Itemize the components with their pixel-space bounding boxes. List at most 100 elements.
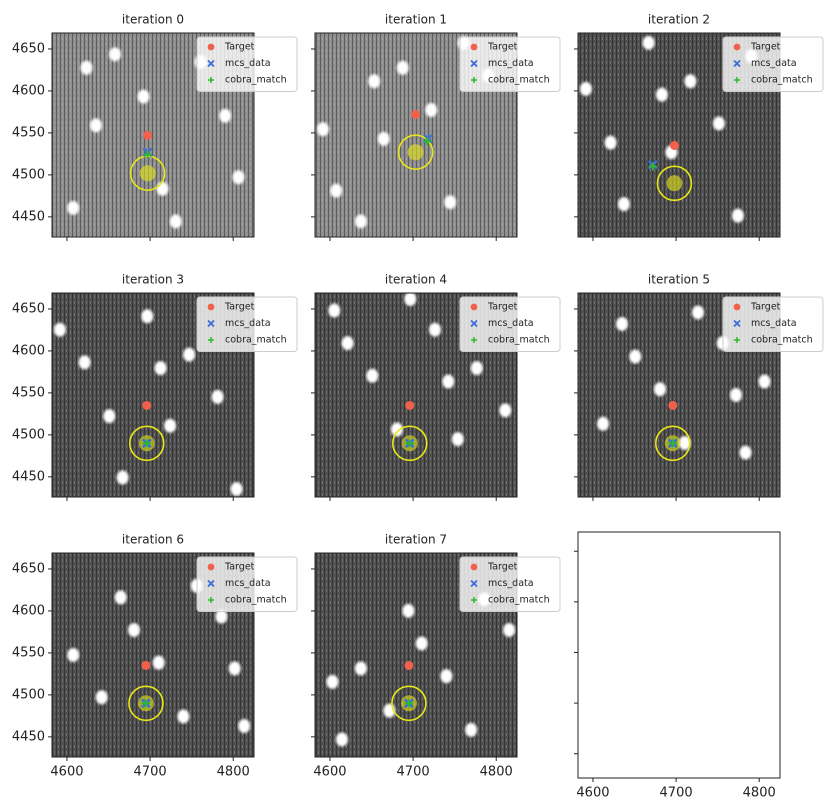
legend: Target mcs_data cobra_match bbox=[459, 36, 561, 92]
image-spot bbox=[183, 347, 196, 362]
target-point bbox=[405, 400, 415, 410]
image-spot bbox=[396, 60, 409, 75]
image-spot bbox=[78, 355, 91, 370]
image-spot bbox=[604, 135, 617, 150]
legend-symbol bbox=[470, 579, 478, 588]
subplot: iteration 5 Target mcs_data cobra_match bbox=[574, 273, 824, 501]
cobra-point bbox=[405, 439, 414, 448]
legend-symbol bbox=[207, 319, 215, 328]
image-spot bbox=[95, 690, 108, 705]
legend-label: mcs_data bbox=[225, 318, 271, 329]
subplot: iteration 2 Target mcs_data cobra_match bbox=[574, 13, 824, 241]
image-spot bbox=[391, 422, 403, 437]
legend-symbol bbox=[207, 43, 215, 51]
legend-label: Target bbox=[750, 302, 781, 313]
x-tick-label: 4800 bbox=[480, 765, 513, 780]
legend-label: mcs_data bbox=[751, 58, 797, 69]
image-spot bbox=[228, 661, 241, 676]
legend-symbol bbox=[471, 337, 477, 343]
image-spot bbox=[629, 349, 642, 364]
ring-center bbox=[666, 175, 683, 192]
subplot-title: iteration 3 bbox=[122, 273, 184, 287]
target-point bbox=[143, 130, 153, 140]
cobra-point bbox=[142, 439, 151, 448]
legend: Target mcs_data cobra_match bbox=[459, 296, 561, 352]
subplot: iteration 6 4600 4700 4800 4450 4500 4550 4600 4… bbox=[12, 533, 298, 780]
y-tick-label: 4500 bbox=[12, 427, 45, 442]
axes-frame bbox=[314, 552, 518, 758]
image-spot bbox=[137, 89, 150, 104]
subplot: iteration 7 4600 4700 4800 Target mcs_datacob… bbox=[311, 533, 561, 780]
y-tick-label: 4600 bbox=[12, 603, 45, 618]
image-spot bbox=[730, 388, 742, 402]
legend-label: cobra_match bbox=[488, 75, 550, 86]
image-spot bbox=[326, 674, 339, 689]
subplot: iteration 3 4450 4500 4550 4600 4650 Target mcs… bbox=[12, 273, 298, 501]
image-spot bbox=[128, 623, 140, 638]
ring-outline bbox=[397, 134, 434, 171]
target-point bbox=[669, 140, 679, 150]
image-spot bbox=[164, 418, 177, 433]
legend: Target mcs_data cobra_match bbox=[196, 36, 298, 92]
image-spot bbox=[440, 669, 453, 684]
image-spot bbox=[503, 623, 516, 638]
x-tick-label: 4700 bbox=[134, 765, 167, 780]
image-spot bbox=[616, 316, 628, 331]
image-spot bbox=[678, 436, 691, 450]
cobra-point bbox=[143, 150, 152, 159]
image-spot bbox=[465, 722, 478, 737]
legend-box bbox=[196, 296, 298, 352]
subplot: iteration 1 Target mcs_data cobra_match bbox=[311, 13, 561, 241]
x-tick-label: 4700 bbox=[397, 765, 430, 780]
axes-background bbox=[578, 532, 780, 778]
image-spot bbox=[67, 200, 80, 215]
legend-symbol bbox=[470, 43, 478, 51]
legend-label: mcs_data bbox=[225, 58, 271, 69]
y-tick-label: 4450 bbox=[12, 469, 45, 484]
image-spot bbox=[451, 432, 464, 447]
legend: Target mcs_data cobra_match bbox=[196, 296, 298, 352]
subplot-title: iteration 4 bbox=[385, 273, 447, 287]
image-spot bbox=[684, 74, 697, 89]
y-tick-label: 4450 bbox=[12, 729, 45, 744]
legend-symbol bbox=[470, 563, 478, 571]
image-spot bbox=[177, 709, 190, 724]
axes-frame bbox=[51, 32, 255, 238]
legend-symbol bbox=[733, 59, 741, 68]
image-spot bbox=[415, 636, 428, 651]
legend-label: cobra_match bbox=[751, 75, 813, 86]
image-spot bbox=[354, 661, 367, 676]
legend-label: Target bbox=[224, 42, 255, 53]
legend-label: Target bbox=[750, 42, 781, 53]
legend-label: Target bbox=[487, 302, 518, 313]
target-point bbox=[141, 660, 151, 670]
legend-label: cobra_match bbox=[225, 335, 287, 346]
legend-label: mcs_data bbox=[225, 578, 271, 589]
image-spot bbox=[154, 361, 167, 376]
image-spot bbox=[597, 416, 609, 431]
target-point bbox=[404, 660, 414, 670]
cobra-point bbox=[423, 137, 432, 146]
image-spot bbox=[152, 655, 165, 670]
image-spot bbox=[654, 382, 666, 397]
image-spot bbox=[402, 603, 415, 618]
legend: Target mcs_data cobra_match bbox=[722, 36, 824, 92]
y-tick-label: 4650 bbox=[12, 561, 45, 576]
ring-center bbox=[139, 165, 156, 182]
legend-label: cobra_match bbox=[225, 75, 287, 86]
x-tick-label: 4700 bbox=[660, 786, 693, 801]
subplot-title: iteration 1 bbox=[385, 13, 447, 27]
legend-symbol bbox=[733, 43, 741, 51]
subplot-title: iteration 2 bbox=[648, 13, 710, 27]
y-tick-label: 4650 bbox=[12, 301, 45, 316]
image-spot bbox=[354, 214, 367, 229]
x-tick-label: 4600 bbox=[50, 765, 83, 780]
subplot-title: iteration 5 bbox=[648, 273, 710, 287]
image-spot bbox=[328, 303, 341, 318]
image-spot bbox=[109, 47, 121, 62]
image-spot bbox=[215, 609, 228, 624]
image-spot bbox=[739, 445, 752, 460]
legend-label: mcs_data bbox=[488, 318, 534, 329]
axes-frame bbox=[314, 32, 518, 238]
cobra-point bbox=[668, 439, 677, 448]
